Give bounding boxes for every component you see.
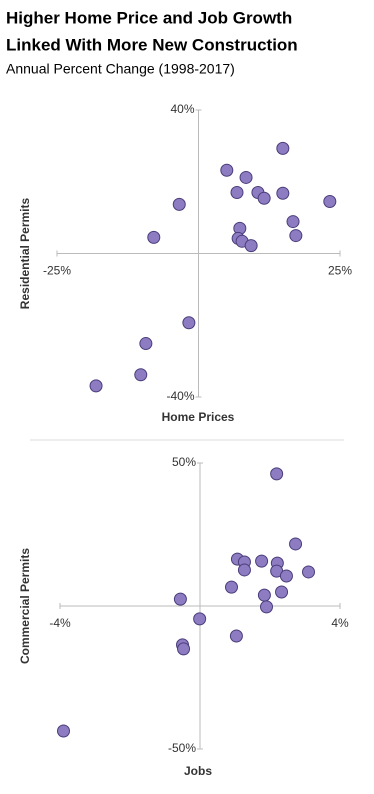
point xyxy=(257,588,271,602)
point xyxy=(139,337,153,351)
y-axis-label: Commercial Permits xyxy=(18,548,32,664)
point xyxy=(244,239,258,253)
x-tick-label: 4% xyxy=(331,616,349,630)
y-tick-label: 50% xyxy=(172,455,196,469)
y-tick-label: -50% xyxy=(168,741,196,755)
point xyxy=(182,316,196,330)
point xyxy=(323,194,337,208)
x-axis-label: Jobs xyxy=(184,764,212,778)
point xyxy=(172,197,186,211)
point xyxy=(134,368,148,382)
point xyxy=(147,230,161,244)
y-axis-label: Residential Permits xyxy=(18,197,32,309)
point xyxy=(220,163,234,177)
point xyxy=(239,170,253,184)
point xyxy=(276,141,290,155)
point xyxy=(289,537,303,551)
point xyxy=(279,569,293,583)
point xyxy=(286,215,300,229)
point xyxy=(177,642,191,656)
point xyxy=(230,186,244,200)
x-tick-label: -4% xyxy=(49,616,71,630)
y-tick-label: 40% xyxy=(170,102,194,116)
y-tick-label: -40% xyxy=(166,389,194,403)
subtitle: Annual Percent Change (1998-2017) xyxy=(6,61,235,77)
point xyxy=(89,379,103,393)
point xyxy=(289,229,303,243)
title-line: Linked With More New Construction xyxy=(6,35,298,54)
point xyxy=(57,724,70,738)
point xyxy=(260,600,273,614)
point xyxy=(275,585,289,599)
x-axis-label: Home Prices xyxy=(162,410,235,424)
title-line: Higher Home Price and Job Growth xyxy=(6,8,292,27)
point xyxy=(276,186,290,200)
point xyxy=(229,629,243,643)
point xyxy=(255,554,269,568)
point xyxy=(257,191,271,205)
x-tick-label: -25% xyxy=(43,264,71,278)
point xyxy=(193,612,207,626)
point xyxy=(237,563,251,577)
point xyxy=(302,565,315,579)
x-tick-label: 25% xyxy=(328,264,352,278)
point xyxy=(225,580,238,594)
point xyxy=(270,467,284,481)
point xyxy=(173,592,187,606)
